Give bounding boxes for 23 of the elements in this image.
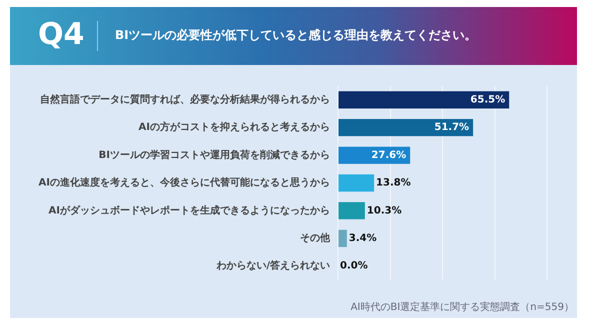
data-label: 0.0% [340,260,368,272]
data-label: 3.4% [348,233,377,244]
data-label: 10.3% [366,205,402,216]
bar [338,202,365,220]
bar [338,91,510,108]
y-tick-label: その他 [300,232,331,244]
y-tick-label: BIツールの学習コストや運用負荷を削減できるから [98,148,330,161]
data-label: 13.8% [376,178,411,189]
data-label: 51.7% [434,122,470,134]
y-tick-label: AIがダッシュボードやレポートを生成できるようになったから [48,204,330,216]
data-label: 27.6% [371,150,406,161]
bar [338,146,410,164]
y-tick-label: わからない/答えられない [215,260,330,272]
text: AI時代のBI選定基準に関する実態調査（n=559） [350,300,574,314]
data-label: 65.5% [470,94,506,106]
y-tick-label: AIの方がコストを抑えられると考えるから [138,121,330,134]
bar [338,118,474,136]
y-tick-label: 自然言語でデータに質問すれば、必要な分析結果が得られるから [40,93,330,106]
y-tick-label: AIの進化速度を考えると、今後さらに代替可能になると思うから [38,176,330,189]
text: Q4 [38,17,84,52]
chart-title: BIツールの必要性が低下していると感じる理由を教えてください。 [115,27,477,44]
bar [338,174,374,192]
bar [338,230,347,248]
